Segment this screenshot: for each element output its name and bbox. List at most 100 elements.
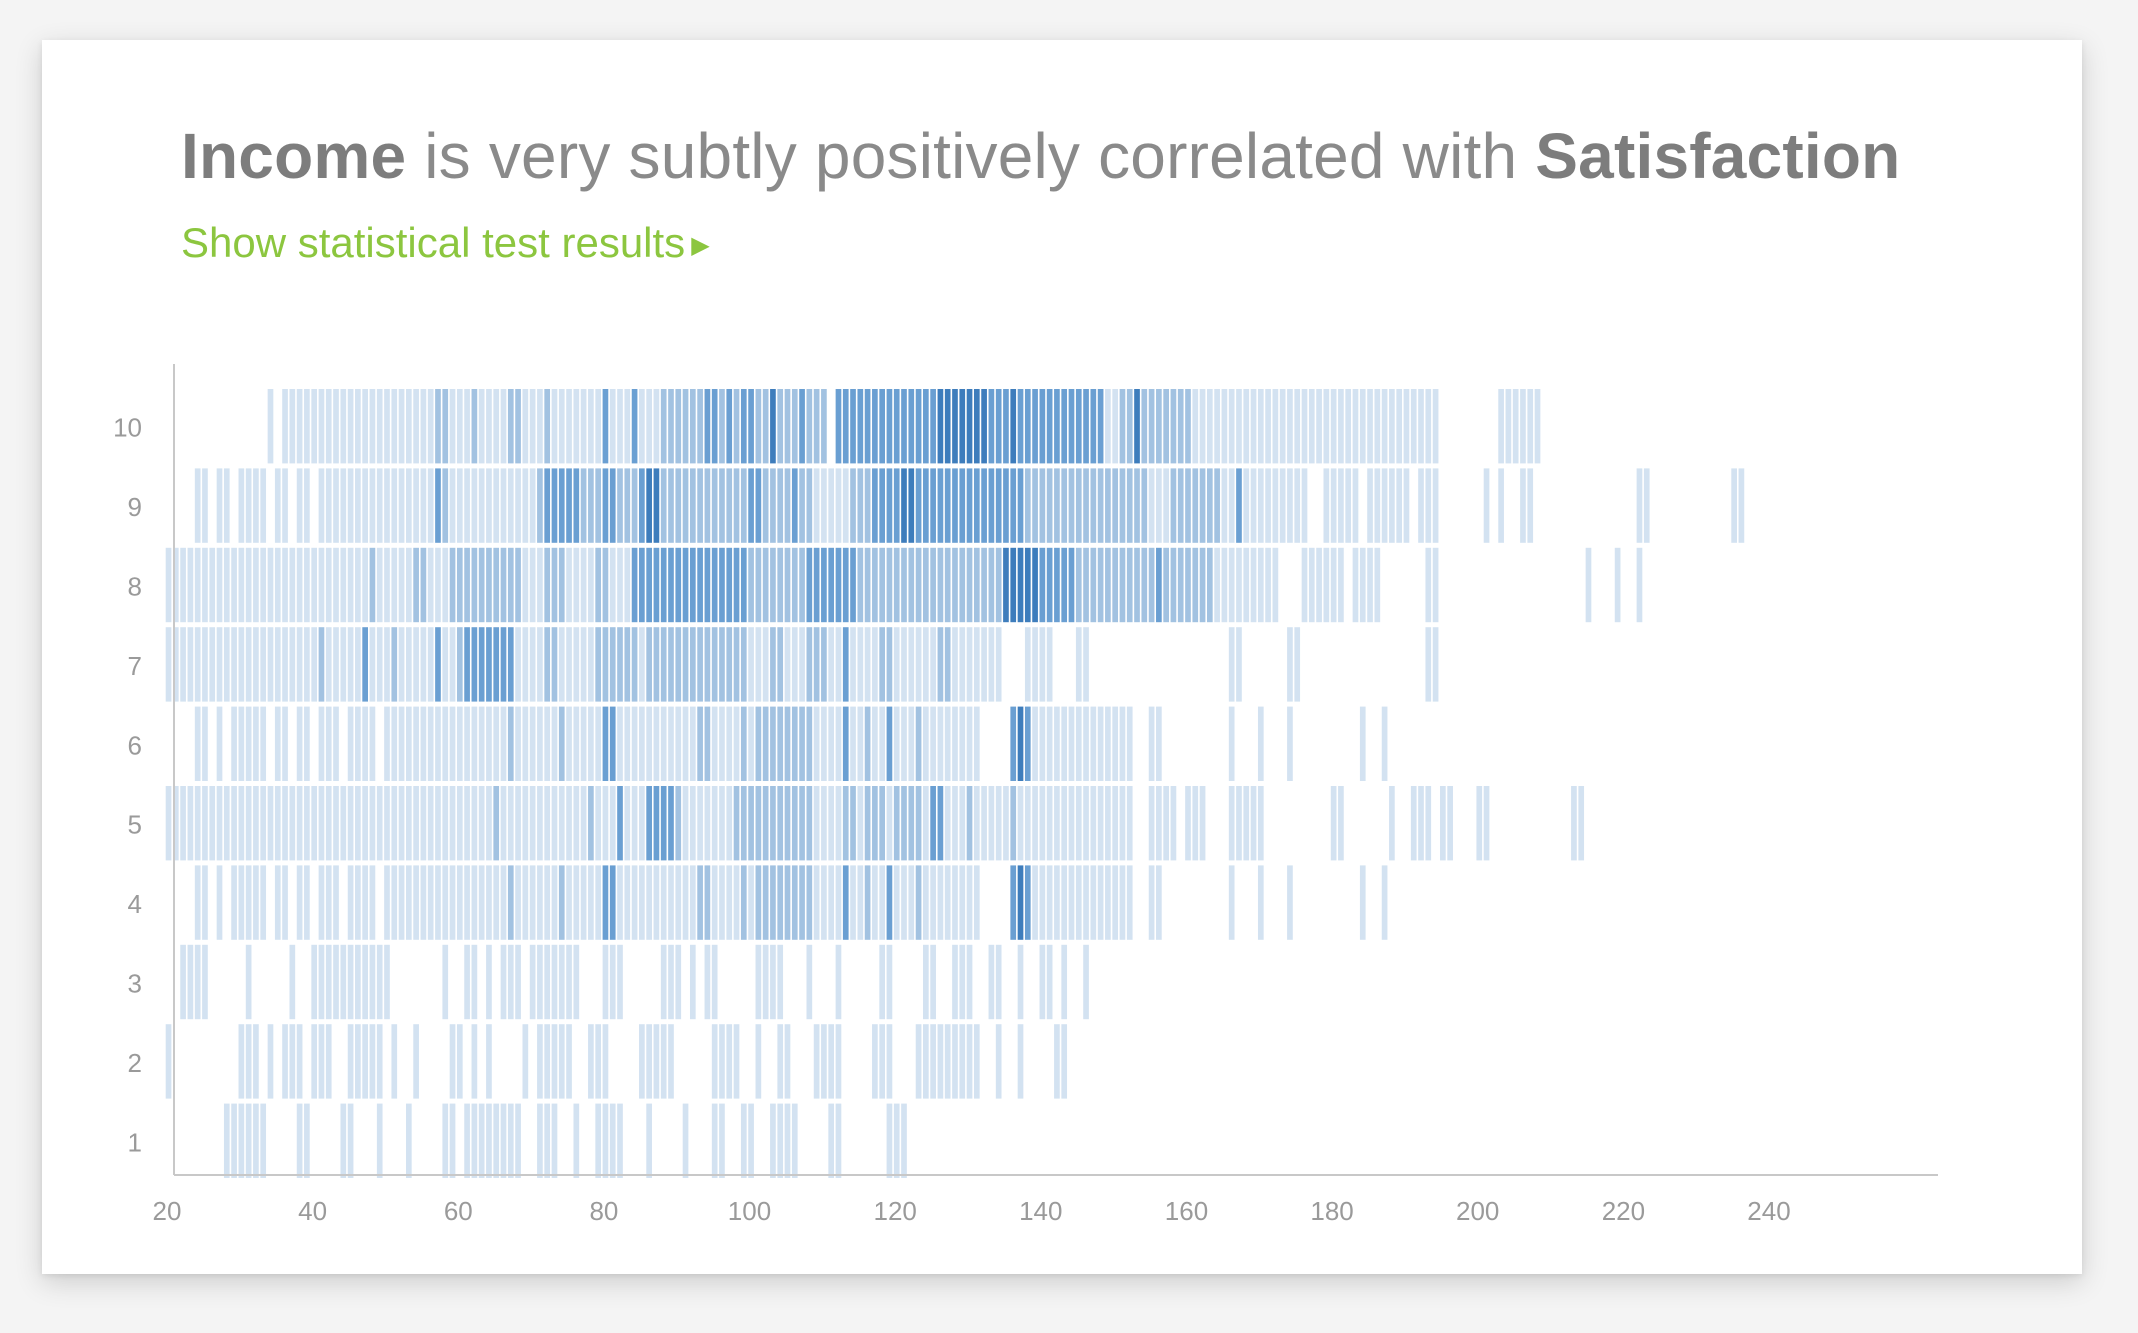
- heatmap-cell[interactable]: [864, 389, 871, 464]
- heatmap-cell[interactable]: [1156, 865, 1162, 940]
- heatmap-cell[interactable]: [289, 944, 296, 1020]
- heatmap-cell[interactable]: [1090, 786, 1097, 861]
- heatmap-cell[interactable]: [689, 627, 696, 702]
- heatmap-cell[interactable]: [1432, 468, 1439, 543]
- heatmap-cell[interactable]: [544, 944, 551, 1020]
- heatmap-cell[interactable]: [1039, 468, 1046, 543]
- heatmap-cell[interactable]: [842, 627, 849, 702]
- heatmap-cell[interactable]: [609, 547, 616, 623]
- heatmap-cell[interactable]: [908, 865, 915, 940]
- heatmap-cell[interactable]: [675, 944, 682, 1020]
- heatmap-cell[interactable]: [1163, 389, 1169, 464]
- heatmap-cell[interactable]: [1498, 468, 1504, 543]
- heatmap-cell[interactable]: [770, 1103, 776, 1178]
- heatmap-cell[interactable]: [362, 706, 368, 781]
- heatmap-cell[interactable]: [1112, 389, 1119, 464]
- heatmap-cell[interactable]: [1243, 389, 1250, 464]
- heatmap-cell[interactable]: [529, 468, 536, 543]
- heatmap-cell[interactable]: [471, 786, 478, 861]
- heatmap-cell[interactable]: [1432, 389, 1439, 464]
- heatmap-cell[interactable]: [478, 865, 485, 940]
- heatmap-cell[interactable]: [551, 786, 558, 861]
- heatmap-cell[interactable]: [966, 627, 973, 702]
- heatmap-cell[interactable]: [966, 865, 973, 940]
- heatmap-cell[interactable]: [872, 389, 878, 464]
- heatmap-cell[interactable]: [165, 786, 172, 861]
- heatmap-cell[interactable]: [944, 786, 951, 861]
- heatmap-cell[interactable]: [558, 627, 565, 702]
- heatmap-cell[interactable]: [1418, 389, 1424, 464]
- heatmap-cell[interactable]: [1061, 389, 1068, 464]
- heatmap-cell[interactable]: [355, 468, 361, 543]
- heatmap-cell[interactable]: [915, 865, 922, 940]
- heatmap-cell[interactable]: [529, 865, 536, 940]
- heatmap-cell[interactable]: [566, 786, 572, 861]
- heatmap-cell[interactable]: [879, 706, 885, 781]
- heatmap-cell[interactable]: [872, 786, 878, 861]
- heatmap-cell[interactable]: [1054, 1024, 1060, 1099]
- heatmap-cell[interactable]: [325, 389, 332, 464]
- heatmap-cell[interactable]: [595, 389, 602, 464]
- heatmap-cell[interactable]: [755, 1024, 762, 1099]
- heatmap-cell[interactable]: [1199, 389, 1206, 464]
- heatmap-cell[interactable]: [296, 786, 303, 861]
- heatmap-cell[interactable]: [872, 865, 878, 940]
- heatmap-cell[interactable]: [435, 468, 441, 543]
- heatmap-cell[interactable]: [682, 389, 689, 464]
- heatmap-cell[interactable]: [1134, 389, 1140, 464]
- heatmap-cell[interactable]: [1126, 706, 1133, 781]
- heatmap-cell[interactable]: [719, 706, 725, 781]
- heatmap-cell[interactable]: [1119, 468, 1126, 543]
- heatmap-cell[interactable]: [558, 389, 565, 464]
- heatmap-cell[interactable]: [274, 786, 281, 861]
- heatmap-cell[interactable]: [347, 1103, 354, 1178]
- heatmap-cell[interactable]: [413, 706, 419, 781]
- heatmap-cell[interactable]: [1185, 468, 1191, 543]
- heatmap-cell[interactable]: [551, 627, 558, 702]
- heatmap-cell[interactable]: [333, 468, 339, 543]
- heatmap-cell[interactable]: [544, 865, 551, 940]
- heatmap-cell[interactable]: [595, 865, 602, 940]
- heatmap-cell[interactable]: [267, 389, 274, 464]
- heatmap-cell[interactable]: [813, 547, 820, 623]
- heatmap-cell[interactable]: [456, 706, 463, 781]
- heatmap-cell[interactable]: [777, 627, 784, 702]
- heatmap-cell[interactable]: [697, 865, 703, 940]
- heatmap-cell[interactable]: [1017, 1024, 1024, 1099]
- heatmap-cell[interactable]: [1323, 389, 1330, 464]
- heatmap-cell[interactable]: [879, 547, 885, 623]
- heatmap-cell[interactable]: [522, 1024, 529, 1099]
- heatmap-cell[interactable]: [799, 627, 805, 702]
- heatmap-cell[interactable]: [813, 468, 820, 543]
- heatmap-cell[interactable]: [464, 389, 470, 464]
- heatmap-cell[interactable]: [231, 627, 237, 702]
- heatmap-cell[interactable]: [537, 1103, 543, 1178]
- heatmap-cell[interactable]: [1010, 389, 1017, 464]
- heatmap-cell[interactable]: [1083, 627, 1089, 702]
- heatmap-cell[interactable]: [471, 389, 478, 464]
- heatmap-cell[interactable]: [362, 468, 368, 543]
- heatmap-cell[interactable]: [1192, 468, 1199, 543]
- heatmap-cell[interactable]: [675, 706, 682, 781]
- heatmap-cell[interactable]: [682, 627, 689, 702]
- heatmap-cell[interactable]: [325, 468, 332, 543]
- heatmap-cell[interactable]: [376, 944, 383, 1020]
- heatmap-cell[interactable]: [872, 627, 878, 702]
- heatmap-cell[interactable]: [711, 786, 718, 861]
- heatmap-cell[interactable]: [952, 706, 958, 781]
- heatmap-cell[interactable]: [1046, 547, 1053, 623]
- heatmap-cell[interactable]: [1156, 706, 1162, 781]
- heatmap-cell[interactable]: [260, 786, 267, 861]
- heatmap-cell[interactable]: [733, 786, 740, 861]
- heatmap-cell[interactable]: [973, 1024, 980, 1099]
- heatmap-cell[interactable]: [435, 786, 441, 861]
- heatmap-cell[interactable]: [952, 389, 958, 464]
- heatmap-cell[interactable]: [893, 627, 900, 702]
- heatmap-cell[interactable]: [223, 627, 230, 702]
- heatmap-cell[interactable]: [558, 865, 565, 940]
- heatmap-cell[interactable]: [406, 468, 412, 543]
- heatmap-cell[interactable]: [1134, 547, 1140, 623]
- heatmap-cell[interactable]: [529, 706, 536, 781]
- heatmap-cell[interactable]: [202, 786, 208, 861]
- heatmap-cell[interactable]: [784, 547, 791, 623]
